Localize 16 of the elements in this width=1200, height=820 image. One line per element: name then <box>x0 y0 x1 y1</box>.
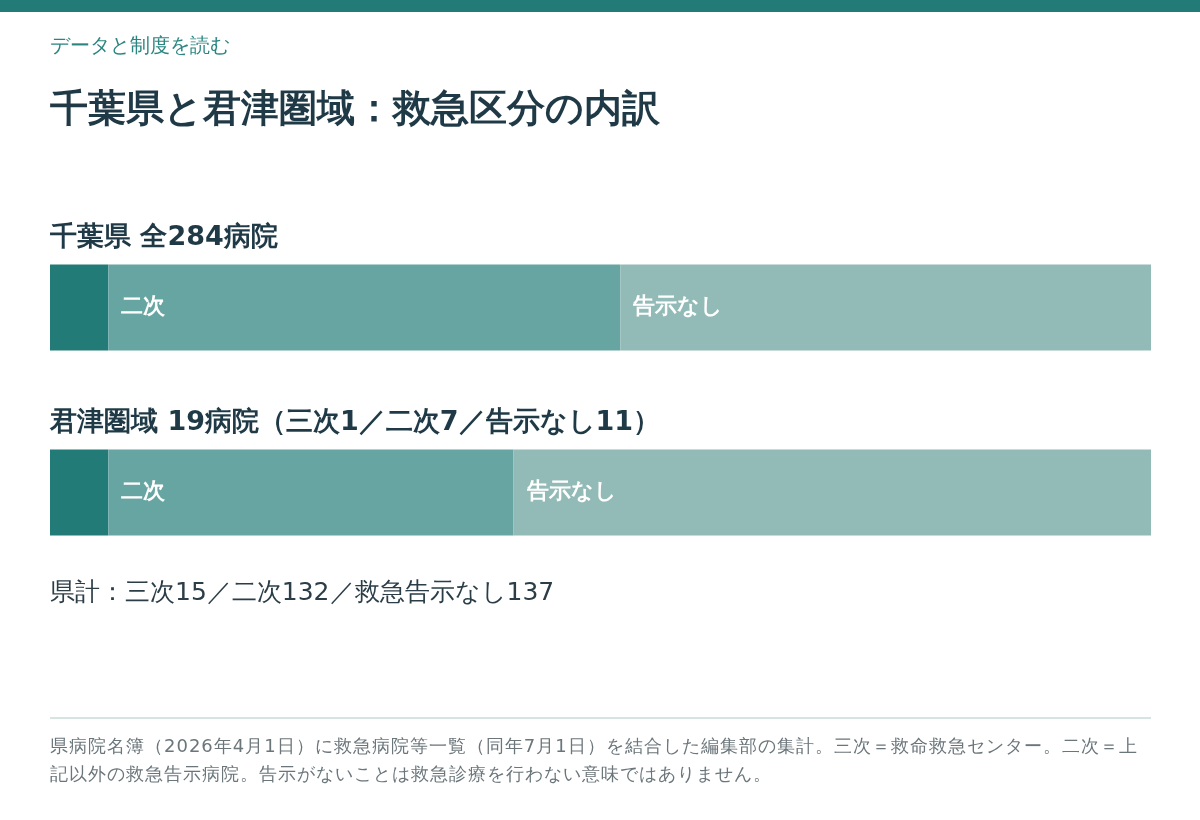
bar <box>50 264 109 351</box>
bar <box>620 264 1151 351</box>
chart-title: 千葉県と君津圏域：救急区分の内訳 <box>50 85 660 131</box>
bar <box>50 449 109 536</box>
y-tick-label: 君津圏域 19病院（三次1／二次7／告示なし11） <box>49 404 661 436</box>
y-tick-label: 千葉県 全284病院 <box>49 219 278 251</box>
bar <box>513 449 1151 536</box>
text: 二次 <box>121 478 166 504</box>
chart-subtitle: データと制度を読む <box>50 32 230 59</box>
series-label: 告示なし <box>632 293 724 319</box>
bar <box>108 449 514 536</box>
text: 告示なし <box>526 478 617 504</box>
text: 県病院名簿（2026年4月1日）に救急病院等一覧（同年7月1日）を結合した編集部の集計。三次＝救命救急センター。二次＝上記以外の救急告示病院。告示がないことは救急診療を行わない意味ではありません。 <box>50 734 1139 786</box>
series-label: 二次 <box>121 293 167 319</box>
bar <box>108 264 621 351</box>
text: 県計：三次15／二次132／救急告示なし137 <box>50 576 555 608</box>
